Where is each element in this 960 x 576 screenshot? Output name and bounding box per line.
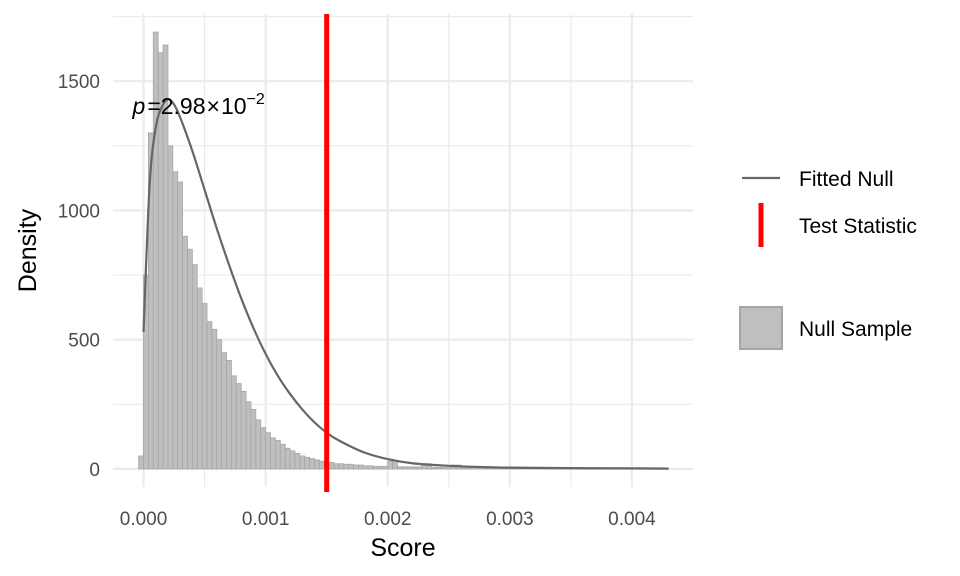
histogram-bar-35	[309, 458, 315, 470]
histogram-bar-14	[206, 321, 213, 470]
x-axis-title: Score	[370, 534, 435, 562]
histogram-bar-34	[304, 456, 310, 470]
histogram-bar-7	[172, 171, 179, 470]
histogram-bar-41	[338, 463, 345, 470]
y-tick-label-1: 500	[68, 331, 100, 352]
histogram-bar-44	[353, 464, 359, 470]
times-sign: ×	[207, 93, 220, 119]
histogram-bar-16	[216, 339, 223, 470]
histogram-bar-37	[318, 460, 325, 470]
x-tick-labels: 0.000 0.001 0.002 0.003 0.004	[120, 509, 656, 530]
histogram-bar-24	[255, 419, 262, 470]
histogram-bar-10	[187, 248, 193, 470]
histogram-bar-45	[358, 464, 364, 470]
histogram-bar-30	[284, 447, 291, 470]
histogram-bar-47	[367, 465, 374, 470]
histogram-bar-49	[377, 465, 384, 470]
histogram-bar-8	[177, 181, 184, 470]
x-tick-label-3: 0.003	[486, 509, 534, 530]
legend-label-test-statistic: Test Statistic	[799, 215, 917, 238]
legend-label-fitted-null: Fitted Null	[799, 168, 894, 191]
histogram-bar-57	[416, 466, 423, 470]
histogram-bar-60	[431, 466, 437, 470]
p-value-annotation: p=2.98×10−2	[132, 91, 265, 119]
p-symbol: p	[132, 93, 146, 119]
histogram-bar-54	[401, 466, 408, 470]
legend-key-null-sample	[739, 306, 783, 350]
x-tick-label-4: 0.004	[608, 509, 656, 530]
histogram-bar-25	[260, 427, 267, 470]
y-tick-label-0: 0	[89, 460, 100, 481]
histogram-bar-61	[436, 466, 442, 470]
histogram-bar-55	[406, 466, 413, 470]
y-tick-labels: 0 500 1000 1500	[58, 72, 100, 481]
histogram-bar-9	[182, 235, 188, 470]
histogram-bar-6	[167, 145, 174, 470]
y-axis-title: Density	[14, 208, 42, 292]
histogram-bar-63	[445, 467, 452, 470]
histogram-bar-43	[348, 463, 354, 470]
histogram-bar-36	[314, 459, 320, 470]
histogram-bar-0	[138, 455, 144, 470]
p-mantissa: 2.98	[161, 93, 206, 119]
histogram-bar-40	[333, 463, 340, 470]
histogram-bar-12	[196, 287, 203, 470]
histogram-bar-29	[279, 443, 286, 470]
histogram-bar-50	[382, 465, 389, 470]
exponent-value: −2	[247, 91, 265, 108]
histogram-bar-67	[465, 467, 472, 470]
histogram-bar-56	[411, 466, 418, 470]
legend-label-null-sample: Null Sample	[799, 318, 912, 341]
histogram-bar-28	[274, 440, 281, 470]
histogram-bar-13	[201, 303, 208, 470]
histogram-bar-17	[221, 352, 227, 470]
histogram-bar-26	[265, 432, 271, 470]
histogram-bar-46	[362, 465, 369, 470]
histogram-bar-53	[397, 466, 403, 470]
x-tick-label-1: 0.001	[242, 509, 290, 530]
exponent-base: 10	[221, 93, 247, 119]
histogram-bar-52	[392, 460, 398, 470]
histogram-bar-62	[441, 467, 447, 470]
histogram-bar-27	[270, 437, 276, 470]
histogram-bar-21	[240, 390, 247, 470]
histogram-bar-51	[387, 460, 394, 470]
histogram-bar-15	[211, 328, 218, 470]
histogram-bar-66	[460, 467, 467, 470]
histogram-bar-23	[250, 409, 257, 470]
histogram-bar-48	[372, 465, 379, 470]
histogram-bar-20	[235, 383, 242, 470]
equals-sign: =	[147, 93, 160, 119]
histogram-bar-39	[328, 462, 335, 470]
y-tick-label-3: 1500	[58, 72, 100, 93]
histogram-bar-18	[226, 359, 232, 470]
legend: Fitted Null Test Statistic Null Sample	[739, 168, 917, 350]
histogram-bar-22	[245, 401, 252, 470]
fitted-null-line	[142, 98, 669, 470]
histogram-bar-11	[191, 264, 198, 470]
histogram-bar-42	[343, 463, 350, 470]
histogram-bar-32	[294, 452, 301, 470]
histogram-bar-33	[299, 455, 306, 470]
y-tick-label-2: 1000	[58, 201, 100, 222]
histogram-bar-19	[231, 375, 237, 470]
histogram-bar-31	[289, 450, 296, 470]
x-tick-label-0: 0.000	[120, 509, 168, 530]
x-tick-label-2: 0.002	[364, 509, 412, 530]
